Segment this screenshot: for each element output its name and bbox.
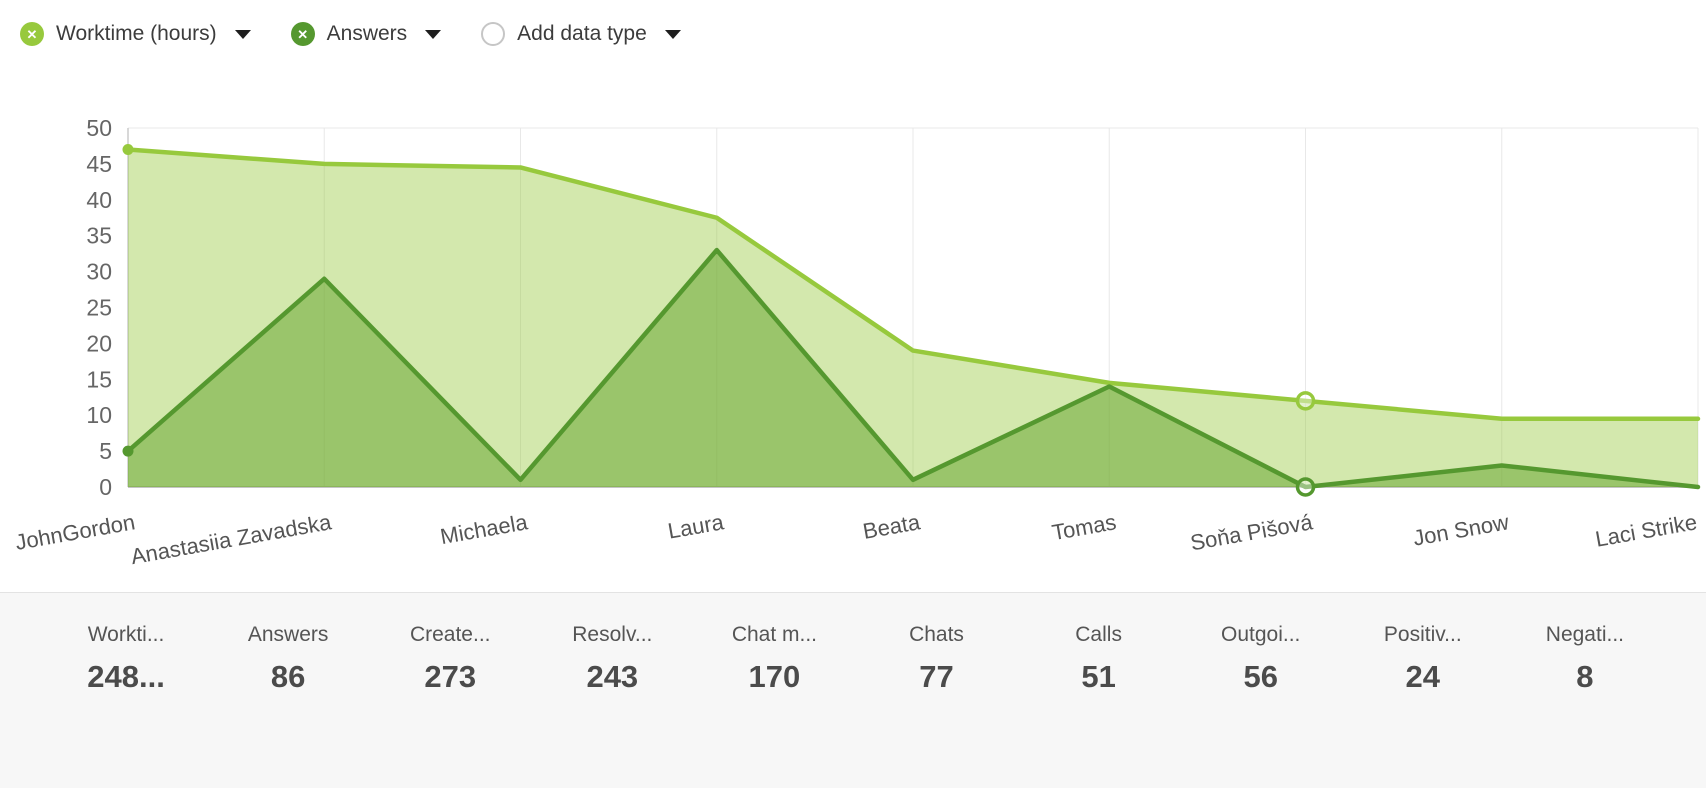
- stat-label: Negati...: [1545, 623, 1624, 646]
- series-chip-label: Answers: [326, 22, 408, 45]
- y-axis-tick-label: 15: [86, 366, 112, 392]
- stat-label: Resolv...: [572, 623, 653, 646]
- stat-value: 243: [586, 659, 639, 694]
- chart-series-toolbar: ✕ Worktime (hours) ✕ Answers Add data ty…: [20, 22, 681, 46]
- remove-series-icon[interactable]: ✕: [20, 22, 44, 46]
- y-axis-tick-label: 40: [86, 187, 112, 213]
- x-axis-label: Soňa Pišová: [1188, 509, 1315, 555]
- x-axis-label: Laci Strike: [1593, 509, 1698, 551]
- y-axis-tick-label: 50: [86, 115, 112, 141]
- series-chip-answers[interactable]: ✕ Answers: [290, 22, 442, 46]
- stat-calls: Calls 51: [1018, 623, 1180, 695]
- stat-chat-messages: Chat m... 170: [693, 623, 855, 695]
- x-axis-label: Laura: [666, 509, 727, 544]
- series-chip-worktime[interactable]: ✕ Worktime (hours): [20, 22, 251, 46]
- stat-label: Chats: [909, 623, 964, 646]
- stat-positive: Positiv... 24: [1342, 623, 1504, 695]
- add-series-icon[interactable]: [481, 22, 506, 46]
- chevron-down-icon[interactable]: [664, 29, 681, 39]
- stat-label: Chat m...: [731, 623, 818, 646]
- y-axis-tick-label: 45: [86, 151, 112, 177]
- y-axis-tick-label: 5: [99, 438, 112, 464]
- x-axis-label: Tomas: [1050, 509, 1118, 545]
- chevron-down-icon[interactable]: [234, 29, 251, 39]
- x-axis-label: Anastasiia Zavadska: [129, 509, 334, 569]
- stat-label: Positiv...: [1383, 623, 1462, 646]
- stat-value: 56: [1243, 659, 1278, 694]
- y-axis-tick-label: 25: [86, 295, 112, 321]
- stat-negative: Negati... 8: [1504, 623, 1666, 695]
- stat-value: 51: [1081, 659, 1116, 694]
- x-axis-label: Michaela: [438, 509, 530, 549]
- stat-answers: Answers 86: [207, 623, 369, 695]
- summary-stats-bar: Workti... 248... Answers 86 Create... 27…: [0, 592, 1706, 788]
- series-chip-label: Worktime (hours): [56, 22, 217, 45]
- stat-value: 77: [919, 659, 954, 694]
- worktime-hours-line: [125, 147, 1701, 422]
- answers-area: [128, 250, 1698, 487]
- answers-point-marker: [122, 445, 134, 457]
- x-axis-label: Beata: [861, 509, 923, 544]
- stat-value: 86: [270, 659, 306, 694]
- x-axis-label: Jon Snow: [1411, 509, 1511, 550]
- stat-value: 248...: [87, 659, 165, 694]
- stat-label: Create...: [409, 623, 491, 646]
- stat-label: Answers: [247, 623, 329, 646]
- stat-chats: Chats 77: [855, 623, 1017, 695]
- y-axis-tick-label: 30: [86, 259, 112, 285]
- x-axis-label: JohnGordon: [13, 509, 137, 555]
- performance-area-chart: 0 5 10 15 20 25 30 35 40 45 50 JohnGordonAnastasiia…: [13, 115, 1701, 569]
- stat-created: Create... 273: [369, 623, 531, 695]
- answers-highlight-marker: [1295, 477, 1316, 497]
- stat-worktime: Workti... 248...: [45, 623, 207, 695]
- stat-label: Calls: [1075, 623, 1122, 646]
- stat-value: 8: [1576, 659, 1594, 694]
- stat-resolved: Resolv... 243: [531, 623, 693, 695]
- y-axis-tick-label: 0: [99, 474, 112, 500]
- stat-label: Workti...: [87, 623, 165, 646]
- chevron-down-icon[interactable]: [425, 29, 442, 39]
- y-axis-tick-label: 20: [86, 330, 112, 356]
- stat-outgoing: Outgoi... 56: [1180, 623, 1342, 695]
- stat-value: 273: [424, 659, 477, 694]
- stat-label: Outgoi...: [1221, 623, 1301, 646]
- add-data-type-chip[interactable]: Add data type: [481, 22, 681, 46]
- remove-series-icon[interactable]: ✕: [290, 22, 315, 46]
- answers-line: [125, 247, 1701, 490]
- add-data-type-label: Add data type: [517, 22, 647, 45]
- y-axis-tick-label: 10: [86, 402, 112, 428]
- worktime-hours-point-marker: [122, 144, 134, 156]
- stat-value: 170: [748, 659, 801, 694]
- stat-value: 24: [1405, 659, 1441, 694]
- worktime-hours-highlight-marker: [1295, 391, 1316, 411]
- y-axis-tick-label: 35: [86, 223, 112, 249]
